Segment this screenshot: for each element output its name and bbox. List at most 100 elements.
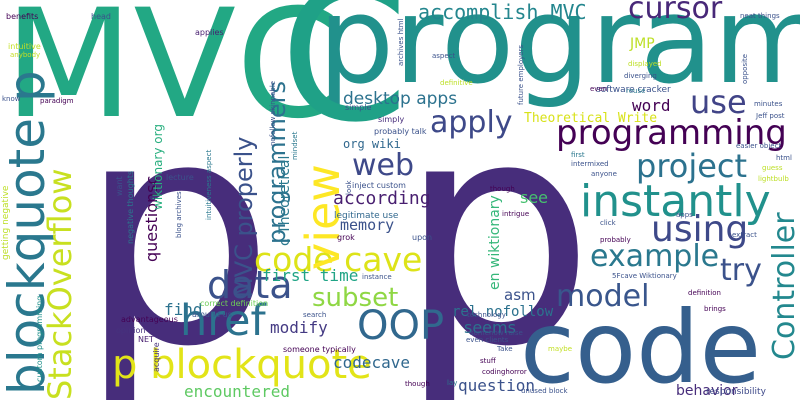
word: correct definition: [200, 299, 269, 308]
word: opinion: [116, 326, 146, 335]
word: legitimate use: [334, 211, 399, 221]
word: p: [398, 54, 595, 400]
word: stuff: [480, 357, 496, 365]
word: click: [600, 219, 616, 227]
word: software cracker: [596, 85, 671, 95]
word: word: [632, 96, 671, 115]
word: 5Fcave Wiktionary: [612, 272, 677, 280]
word: custom programming: [35, 295, 44, 382]
word: aspect: [432, 52, 456, 60]
word: try: [720, 253, 762, 288]
word: program: [318, 0, 800, 111]
word: simple: [345, 103, 372, 112]
word: brings: [704, 305, 726, 313]
word: reuse: [626, 87, 646, 95]
word: applies: [195, 28, 224, 37]
word: intuitive: [8, 42, 41, 51]
word: diverging: [624, 72, 657, 80]
word: anybody: [10, 51, 41, 59]
word: href: [180, 296, 266, 346]
word: project: [636, 147, 748, 185]
word: apps: [676, 211, 693, 219]
word: accomplish MVC: [418, 0, 587, 24]
word: model: [556, 279, 650, 314]
word: code cave: [254, 240, 423, 279]
word: code: [520, 289, 762, 400]
word: lecture: [166, 173, 194, 182]
word: wiktionary org: [151, 124, 165, 210]
word: probably: [600, 236, 631, 244]
word: displayed: [628, 60, 662, 68]
word: data: [207, 263, 293, 307]
word: cursor: [628, 0, 723, 26]
word: c Theoretical: [277, 155, 293, 246]
word: opposite: [741, 53, 749, 84]
word: somehow raise: [470, 329, 523, 337]
word: p blockquote: [112, 342, 372, 388]
word: en wiktionary: [487, 195, 503, 290]
word: rel nofollow: [452, 304, 554, 320]
word: look: [345, 180, 353, 195]
word: OOP: [357, 303, 445, 349]
word: p: [78, 54, 275, 400]
word: grok: [337, 233, 355, 242]
word: negative thoughts: [126, 170, 135, 244]
word: Theoretical Write: [524, 111, 658, 126]
word: subset: [312, 283, 399, 313]
word: technology: [467, 311, 506, 319]
word: NET: [138, 335, 154, 344]
word: know: [2, 95, 21, 103]
word: advantageous: [121, 315, 178, 324]
word: even: [590, 85, 608, 93]
word: neat things: [740, 12, 780, 20]
word: according: [333, 188, 431, 209]
word: probably talk: [374, 127, 427, 136]
word: codecave: [333, 353, 411, 372]
word: blog archives: [175, 191, 183, 238]
word: around us: [192, 310, 232, 319]
word: StackOverflow: [41, 168, 79, 400]
word: modify: [270, 318, 328, 337]
word: lightbulb: [758, 175, 789, 183]
word: even clients: [466, 336, 509, 344]
word: intrigue: [502, 210, 530, 218]
word: seems: [464, 318, 516, 337]
word: web: [352, 148, 415, 183]
word: unused block: [521, 387, 568, 395]
word: responsibility: [706, 387, 766, 397]
word: find: [164, 300, 203, 319]
word: MVC: [4, 0, 341, 152]
word: easier object: [736, 142, 782, 150]
word: desktop apps: [343, 89, 458, 109]
word: someone typically: [283, 345, 356, 354]
word: paradigm: [40, 97, 74, 105]
word: codinghorror: [482, 368, 527, 376]
word: encountered: [184, 382, 290, 400]
word: html: [776, 154, 792, 162]
word: apply: [430, 105, 513, 140]
word: example: [590, 239, 720, 274]
word: instantly: [580, 176, 771, 227]
word: intermixed: [571, 160, 609, 168]
word: lay: [447, 379, 458, 387]
word: definition: [688, 289, 721, 297]
word: inject custom: [352, 181, 406, 190]
word: though: [490, 185, 515, 193]
word: first: [571, 151, 585, 159]
word: MVC properly: [230, 136, 258, 298]
word: first time: [262, 266, 359, 285]
word: use: [690, 83, 747, 121]
word: minutes: [754, 100, 783, 108]
word: intuitiveness aspect: [205, 149, 213, 220]
word: simply: [378, 115, 405, 124]
word: getting negative: [1, 185, 11, 260]
word: behavior: [676, 383, 738, 399]
word: Controller: [767, 212, 800, 360]
word: want: [115, 176, 124, 196]
word: though: [405, 380, 430, 388]
word: JMP: [630, 36, 655, 52]
word: nofollow skinnable: [269, 80, 277, 146]
word: maybe: [548, 345, 573, 353]
word: using: [651, 209, 749, 250]
